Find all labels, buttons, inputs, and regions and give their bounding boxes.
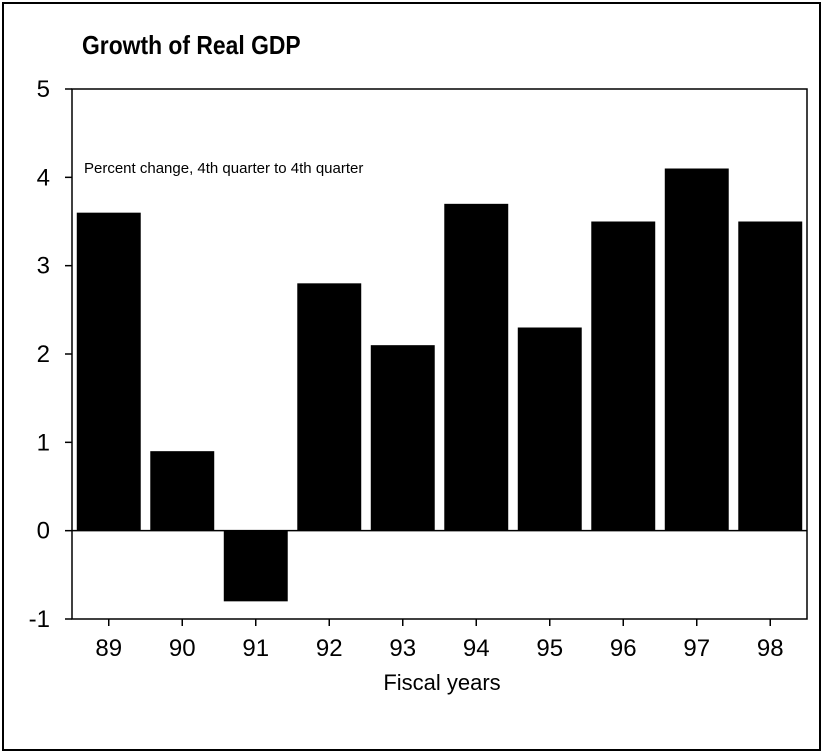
- chart-title: Growth of Real GDP: [82, 30, 301, 60]
- x-tick-label: 98: [757, 635, 784, 662]
- x-tick-label: 93: [389, 635, 416, 662]
- bar-93: [370, 345, 435, 531]
- bar-98: [738, 221, 803, 531]
- x-tick-label: 95: [536, 635, 563, 662]
- bar-90: [150, 451, 215, 531]
- x-tick-label: 97: [683, 635, 710, 662]
- bar-94: [444, 203, 509, 531]
- x-axis: 89 90 91 92 93 94 95 96 97 98: [95, 619, 784, 662]
- y-tick-label: 0: [37, 518, 50, 545]
- x-tick-label: 96: [610, 635, 637, 662]
- bars-group: [76, 168, 803, 602]
- y-tick-label: 5: [37, 76, 50, 103]
- x-tick-label: 89: [95, 635, 122, 662]
- bar-91: [223, 530, 288, 602]
- x-tick-label: 92: [316, 635, 343, 662]
- x-axis-title: Fiscal years: [383, 670, 500, 695]
- y-tick-label: 4: [37, 164, 50, 191]
- chart-subtitle: Percent change, 4th quarter to 4th quart…: [84, 160, 363, 177]
- y-tick-label: 2: [37, 341, 50, 368]
- x-tick-label: 90: [169, 635, 196, 662]
- bar-92: [297, 283, 362, 531]
- y-tick-label: 1: [37, 429, 50, 456]
- bar-96: [591, 221, 656, 531]
- bar-95: [517, 327, 582, 531]
- bar-89: [76, 212, 141, 531]
- y-axis: -1 0 1 2 3 4 5: [29, 76, 72, 633]
- y-tick-label: 3: [37, 253, 50, 280]
- bar-97: [664, 168, 729, 531]
- x-tick-label: 91: [242, 635, 269, 662]
- x-tick-label: 94: [463, 635, 490, 662]
- y-tick-label: -1: [29, 606, 50, 633]
